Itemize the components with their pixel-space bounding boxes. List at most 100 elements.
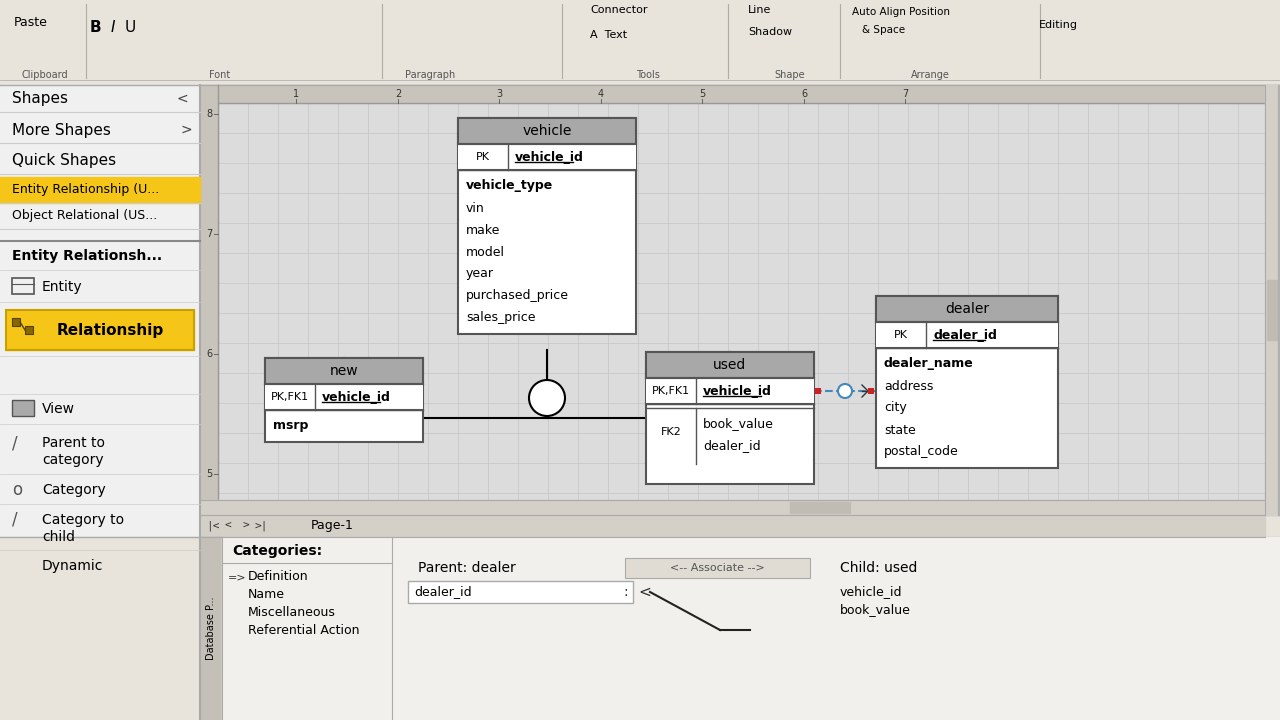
Text: Entity Relationship (U...: Entity Relationship (U... — [12, 184, 159, 197]
Text: year: year — [466, 268, 494, 281]
Text: 7: 7 — [902, 89, 908, 99]
Bar — [646, 352, 814, 378]
Text: vehicle_type: vehicle_type — [466, 179, 553, 192]
Text: Clipboard: Clipboard — [22, 70, 68, 80]
Text: I: I — [111, 19, 115, 35]
Bar — [26, 326, 33, 334]
Bar — [200, 85, 218, 515]
Text: 2: 2 — [394, 89, 401, 99]
Text: purchased_price: purchased_price — [466, 289, 570, 302]
Text: vehicle_id: vehicle_id — [323, 390, 390, 403]
Bar — [265, 358, 422, 384]
Text: used: used — [713, 358, 746, 372]
Text: <-- Associate -->: <-- Associate --> — [669, 563, 764, 573]
Text: PK: PK — [893, 330, 908, 340]
Text: Miscellaneous: Miscellaneous — [248, 606, 335, 619]
Text: More Shapes: More Shapes — [12, 122, 111, 138]
Text: 8: 8 — [206, 109, 212, 119]
Text: Name: Name — [248, 588, 285, 601]
Text: Auto Align Position: Auto Align Position — [852, 7, 950, 17]
Text: >: > — [243, 521, 250, 531]
Text: category: category — [42, 453, 104, 467]
Text: Tools: Tools — [636, 70, 660, 80]
Bar — [625, 558, 810, 578]
Text: Parent to: Parent to — [42, 436, 105, 450]
Bar — [12, 400, 35, 416]
Text: dealer_id: dealer_id — [413, 585, 471, 598]
Text: >: > — [180, 123, 192, 137]
Text: Shapes: Shapes — [12, 91, 68, 107]
Bar — [12, 278, 35, 294]
Bar — [221, 537, 392, 720]
Bar — [200, 85, 1280, 515]
Bar — [265, 384, 422, 410]
Text: dealer_name: dealer_name — [884, 358, 974, 371]
Text: Categories:: Categories: — [232, 544, 323, 558]
Text: PK,FK1: PK,FK1 — [271, 392, 308, 402]
Bar — [0, 0, 1280, 85]
Bar — [408, 581, 634, 603]
Text: child: child — [42, 530, 76, 544]
Text: PK: PK — [476, 152, 490, 162]
Text: 1: 1 — [293, 89, 300, 99]
Bar — [0, 85, 200, 720]
Bar — [868, 388, 874, 394]
Text: 7: 7 — [206, 229, 212, 239]
Text: Child: used: Child: used — [840, 561, 918, 575]
Text: Referential Action: Referential Action — [248, 624, 360, 637]
Text: Paste: Paste — [14, 16, 47, 29]
Text: Shadow: Shadow — [748, 27, 792, 37]
Text: vehicle_id: vehicle_id — [703, 384, 772, 397]
Text: Object Relational (US...: Object Relational (US... — [12, 210, 157, 222]
Bar — [458, 118, 636, 144]
Text: 4: 4 — [598, 89, 604, 99]
Text: Line: Line — [748, 5, 772, 15]
Bar — [0, 177, 200, 203]
Text: :: : — [623, 585, 628, 599]
Text: Dynamic: Dynamic — [42, 559, 104, 573]
Text: vehicle: vehicle — [522, 124, 572, 138]
Text: Database P...: Database P... — [206, 596, 216, 660]
Text: new: new — [330, 364, 358, 378]
Text: Arrange: Arrange — [910, 70, 950, 80]
Bar — [200, 515, 1265, 537]
Text: B: B — [90, 19, 101, 35]
Text: Relationship: Relationship — [56, 323, 164, 338]
Text: model: model — [466, 246, 506, 258]
Bar — [646, 352, 814, 484]
Bar — [646, 378, 814, 404]
Text: Entity Relationsh...: Entity Relationsh... — [12, 249, 163, 263]
Bar — [392, 537, 1280, 720]
Text: make: make — [466, 223, 500, 236]
Text: Entity: Entity — [42, 280, 83, 294]
Bar — [1277, 85, 1280, 515]
Text: <: < — [177, 92, 188, 106]
Text: Category to: Category to — [42, 513, 124, 527]
Bar — [200, 500, 1265, 515]
Text: 3: 3 — [495, 89, 502, 99]
Bar — [790, 502, 850, 513]
Text: /: / — [12, 511, 18, 529]
Bar — [1265, 85, 1280, 515]
Text: Page-1: Page-1 — [311, 520, 353, 533]
Text: Paragraph: Paragraph — [404, 70, 456, 80]
Text: sales_price: sales_price — [466, 312, 535, 325]
Bar — [218, 85, 1277, 103]
Text: Shape: Shape — [774, 70, 805, 80]
Bar — [265, 358, 422, 442]
Bar — [458, 118, 636, 334]
Circle shape — [838, 384, 852, 398]
Bar — [876, 322, 1059, 348]
Bar — [6, 310, 195, 350]
Text: postal_code: postal_code — [884, 446, 959, 459]
Text: 6: 6 — [801, 89, 808, 99]
Text: address: address — [884, 379, 933, 392]
Text: book_value: book_value — [703, 418, 774, 431]
Text: o: o — [12, 481, 22, 499]
Text: FK2: FK2 — [660, 427, 681, 437]
Circle shape — [529, 380, 564, 416]
Bar — [1267, 280, 1277, 340]
Text: & Space: & Space — [861, 25, 905, 35]
Text: dealer_id: dealer_id — [933, 328, 997, 341]
Text: Font: Font — [210, 70, 230, 80]
